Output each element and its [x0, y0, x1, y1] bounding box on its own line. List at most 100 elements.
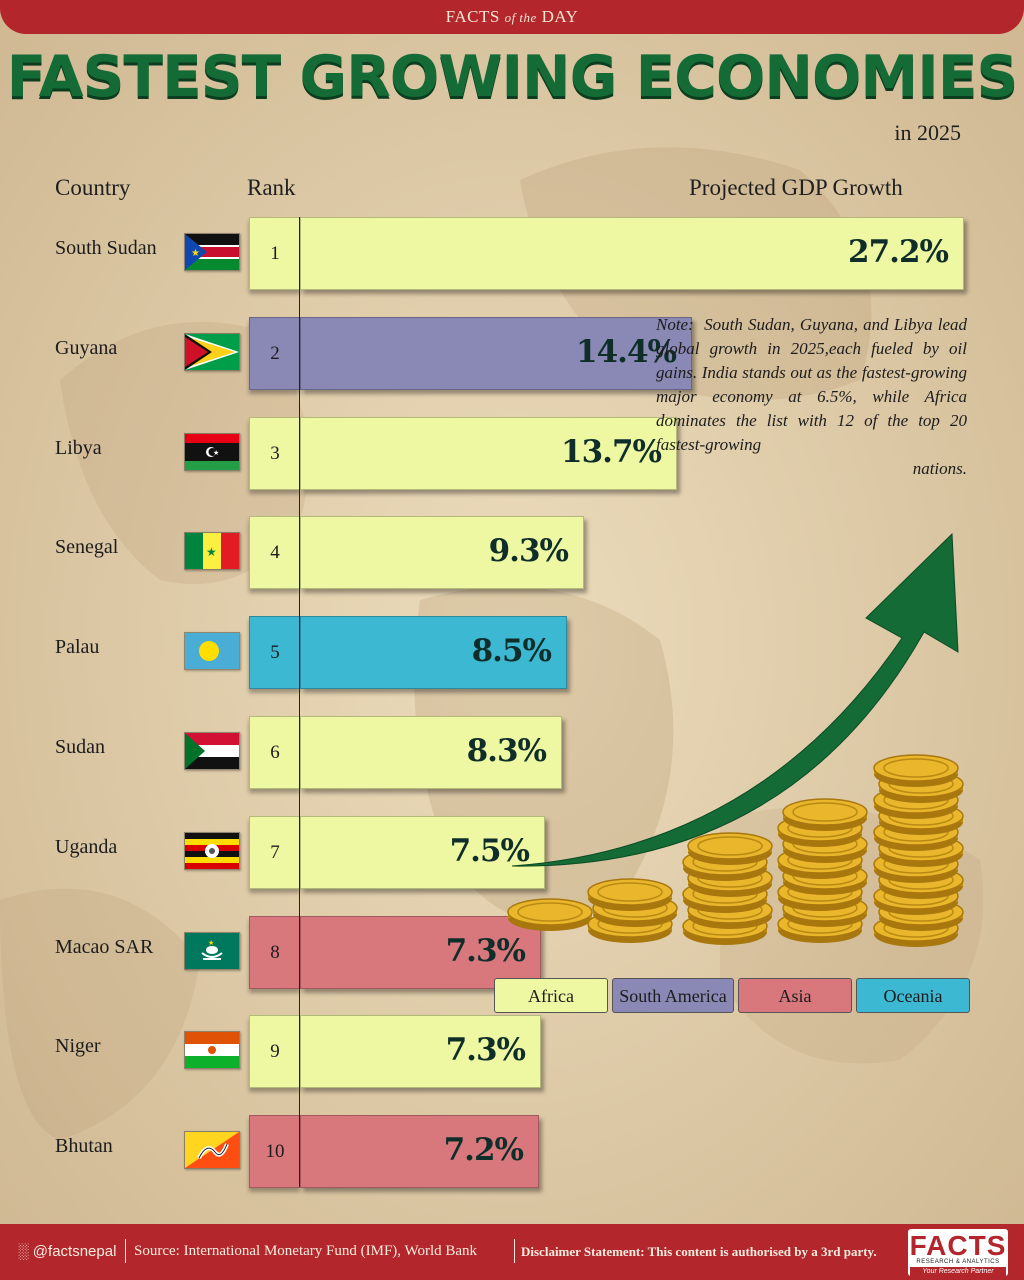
palau-flag-icon: [184, 632, 240, 670]
source-text: Source: International Monetary Fund (IMF…: [134, 1243, 478, 1259]
growth-column-header: Projected GDP Growth: [689, 175, 903, 200]
south-sudan-flag-icon: ★: [184, 233, 240, 271]
growth-bar: [300, 317, 692, 390]
table-row: Niger 9 7.3%: [0, 1015, 1024, 1088]
rank-cell: 6: [249, 716, 300, 789]
growth-bar: [300, 616, 567, 689]
growth-value-label: 7.2%: [443, 1132, 524, 1168]
legend-item: Asia: [738, 978, 852, 1013]
uganda-flag-icon: [184, 832, 240, 870]
banner-prefix: FACTS: [445, 7, 500, 26]
table-row: Sudan 6 8.3%: [0, 716, 1024, 789]
note-body: South Sudan, Guyana, and Libya lead glob…: [656, 315, 967, 454]
growth-bar: [300, 516, 584, 589]
table-row: Senegal ★ 4 9.3%: [0, 516, 1024, 589]
rank-cell: 7: [249, 816, 300, 889]
growth-value-label: 7.5%: [449, 833, 530, 869]
growth-value-label: 13.7%: [561, 434, 662, 470]
coin-icon: [587, 878, 673, 911]
coin-icon: [782, 798, 868, 831]
country-name: Guyana: [55, 337, 118, 359]
growth-arrow-icon: [511, 532, 959, 867]
logo-tagline: Your Research Partner: [910, 1267, 1006, 1276]
svg-text:★: ★: [191, 248, 200, 259]
guyana-flag-icon: [184, 333, 240, 371]
footer-divider: [514, 1239, 515, 1263]
rank-column-header: Rank: [247, 175, 296, 200]
rank-cell: 2: [249, 317, 300, 390]
social-handle[interactable]: ░ @factsnepal: [18, 1243, 117, 1260]
country-column-header: Country: [55, 175, 131, 200]
note-label: Note:: [656, 315, 694, 334]
bhutan-flag-icon: [184, 1131, 240, 1169]
growth-bar: [300, 217, 964, 290]
growth-value-label: 7.3%: [445, 933, 526, 969]
page-subtitle: in 2025: [894, 120, 961, 145]
svg-text:★: ★: [208, 939, 214, 947]
note-text: Note: South Sudan, Guyana, and Libya lea…: [656, 313, 967, 481]
legend-item: Oceania: [856, 978, 970, 1013]
table-row: Guyana 2 14.4%: [0, 317, 1024, 390]
legend-item: Africa: [494, 978, 608, 1013]
growth-value-label: 27.2%: [848, 234, 949, 270]
handle-text: @factsnepal: [32, 1243, 117, 1260]
country-name: Macao SAR: [55, 936, 154, 958]
country-name: Senegal: [55, 536, 119, 558]
disclaimer-text: Disclaimer Statement: This content is au…: [521, 1244, 877, 1259]
country-name: Libya: [55, 437, 102, 459]
macao-flag-icon: ★: [184, 932, 240, 970]
footer-divider: [125, 1239, 126, 1263]
rank-divider-line: [299, 217, 300, 1187]
growth-bar: [300, 1115, 539, 1188]
table-row: Libya ★ 3 13.7%: [0, 417, 1024, 490]
logo-subtext: RESEARCH & ANALYTICS: [916, 1259, 1000, 1265]
coin-icon: [687, 832, 773, 865]
svg-text:★: ★: [213, 449, 219, 457]
growth-bar: [300, 816, 545, 889]
banner-italic: of the: [504, 10, 537, 25]
growth-value-label: 14.4%: [576, 334, 677, 370]
table-row: Uganda 7 7.5%: [0, 816, 1024, 889]
country-name: South Sudan: [55, 237, 157, 259]
banner-suffix: DAY: [541, 7, 579, 26]
sudan-flag-icon: [184, 732, 240, 770]
rank-cell: 3: [249, 417, 300, 490]
footer-bar: ░ @factsnepal Source: International Mone…: [0, 1224, 1024, 1280]
rank-cell: 1: [249, 217, 300, 290]
senegal-flag-icon: ★: [184, 532, 240, 570]
rank-cell: 10: [249, 1115, 300, 1188]
country-name: Bhutan: [55, 1135, 113, 1157]
growth-value-label: 8.5%: [471, 633, 552, 669]
country-name: Niger: [55, 1035, 101, 1057]
growth-value-label: 7.3%: [445, 1032, 526, 1068]
growth-bar: [300, 1015, 541, 1088]
growth-value-label: 9.3%: [488, 533, 569, 569]
coin-icon: [507, 898, 593, 931]
facts-logo: FACTS RESEARCH & ANALYTICS Your Research…: [908, 1229, 1008, 1276]
legend-item: South America: [612, 978, 734, 1013]
country-name: Sudan: [55, 736, 105, 758]
niger-flag-icon: [184, 1031, 240, 1069]
table-row: Palau 5 8.5%: [0, 616, 1024, 689]
svg-text:★: ★: [206, 545, 217, 559]
growth-value-label: 8.3%: [466, 733, 547, 769]
logo-text: FACTS: [909, 1230, 1007, 1261]
facts-of-the-day-banner: FACTS of the DAY: [0, 0, 1024, 34]
coin-icon: [873, 754, 959, 787]
table-row: Macao SAR ★ 8 7.3%: [0, 916, 1024, 989]
growth-bar: [300, 417, 677, 490]
country-name: Palau: [55, 636, 100, 658]
country-name: Uganda: [55, 836, 118, 858]
growth-bar: [300, 716, 562, 789]
rank-cell: 8: [249, 916, 300, 989]
page-title: FASTEST GROWING ECONOMIES: [6, 44, 1019, 110]
rank-cell: 4: [249, 516, 300, 589]
libya-flag-icon: ★: [184, 433, 240, 471]
rank-cell: 5: [249, 616, 300, 689]
table-row: Bhutan 10 7.2%: [0, 1115, 1024, 1188]
growth-bar: [300, 916, 541, 989]
note-last-line: nations.: [912, 459, 967, 478]
table-row: South Sudan ★ 1 27.2%: [0, 217, 1024, 290]
rank-cell: 9: [249, 1015, 300, 1088]
